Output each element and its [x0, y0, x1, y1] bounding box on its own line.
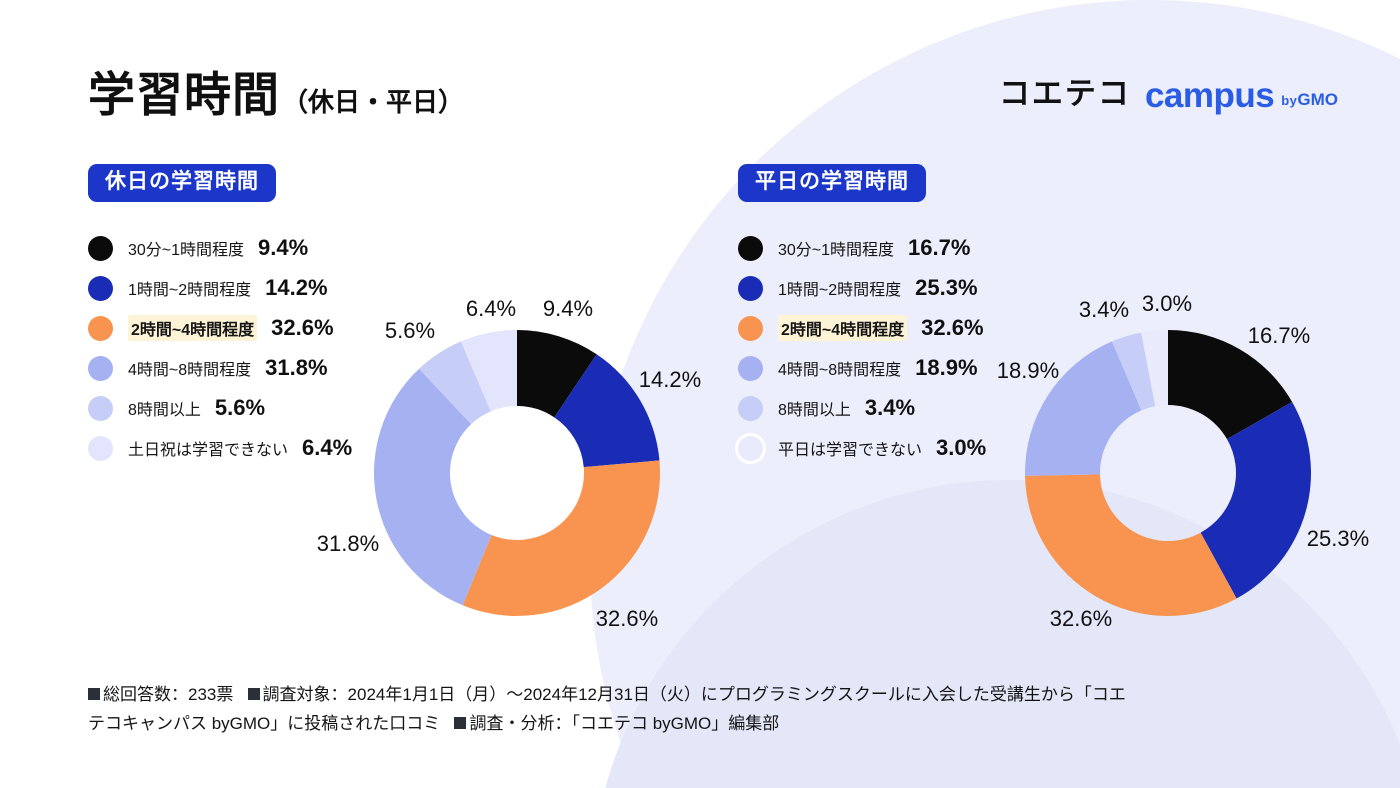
donut-slice-label: 14.2% [639, 367, 701, 392]
legend-value: 31.8% [265, 355, 328, 381]
logo-by-text: by [1281, 93, 1298, 108]
panel-holiday-badge: 休日の学習時間 [88, 164, 276, 203]
legend-color-swatch [738, 275, 763, 301]
legend-row[interactable]: 8時間以上 5.6% [88, 388, 352, 428]
footnote-reviews: テコキャンパス byGMO」に投稿された口コミ [88, 714, 441, 734]
legend-value: 9.4% [258, 235, 309, 261]
logo-katakana: コエテコ [998, 76, 1131, 111]
legend-label: 8時間以上 [778, 402, 851, 420]
legend-color-swatch [738, 355, 763, 381]
legend-color-swatch [738, 235, 763, 261]
legend-value: 32.6% [921, 315, 984, 341]
legend-row[interactable]: 4時間~8時間程度 31.8% [88, 348, 352, 388]
legend-color-swatch [88, 355, 113, 381]
square-bullet-icon [88, 688, 100, 700]
legend-value: 3.4% [864, 395, 916, 421]
donut-slice[interactable] [517, 330, 597, 418]
page-title-sub: （休日・平日） [282, 87, 465, 117]
legend-color-swatch [738, 435, 763, 461]
legend-value: 3.0% [936, 435, 987, 461]
legend-label: 30分~1時間程度 [778, 242, 895, 260]
donut-slice-label: 32.6% [596, 606, 658, 631]
donut-slice[interactable] [461, 330, 517, 412]
legend-row[interactable]: 4時間~8時間程度 18.9% [738, 348, 986, 388]
weekday-donut: 16.7% 25.3% 32.6% 18.9% 3.4% 3.0% [997, 291, 1369, 631]
logo-bygmo: byGMO [1281, 90, 1338, 110]
legend-row[interactable]: 平日は学習できない 3.0% [738, 428, 986, 468]
legend-label: 平日は学習できない [778, 442, 923, 460]
footnote-line-2: テコキャンパス byGMO」に投稿された口コミ 調査・分析：「コエテコ byGM… [88, 709, 1316, 738]
legend-label: 2時間~4時間程度 [128, 315, 258, 342]
legend-weekday: 30分~1時間程度 16.7% 1時間~2時間程度 25.3% 2時間~4時間程度 32.… [738, 228, 986, 468]
donut-slice-label: 31.8% [317, 531, 379, 556]
footnote-total-responses: 総回答数：233票 [103, 685, 234, 704]
legend-value: 18.9% [915, 355, 978, 381]
page-title: 学習時間 （休日・平日） [88, 56, 464, 125]
legend-row[interactable]: 1時間~2時間程度 14.2% [88, 268, 352, 308]
donut-slice-label: 25.3% [1307, 526, 1369, 551]
donut-slice-label: 16.7% [1248, 323, 1310, 348]
donut-slice[interactable] [462, 460, 660, 616]
square-bullet-icon [454, 717, 467, 730]
legend-label: 1時間~2時間程度 [778, 282, 902, 300]
legend-holiday: 30分~1時間程度 9.4% 1時間~2時間程度 14.2% 2時間~4時間程度 32.6… [88, 228, 352, 468]
legend-row[interactable]: 土日祝は学習できない 6.4% [88, 428, 352, 468]
legend-label: 1時間~2時間程度 [128, 282, 252, 300]
legend-row[interactable]: 1時間~2時間程度 25.3% [738, 268, 986, 308]
legend-label: 4時間~8時間程度 [778, 362, 902, 380]
logo-gmo-text: GMO [1297, 90, 1338, 109]
panel-weekday-badge: 平日の学習時間 [738, 164, 926, 203]
legend-row[interactable]: 2時間~4時間程度 32.6% [738, 308, 986, 348]
donut-slice-label: 3.4% [1079, 297, 1129, 322]
legend-value: 32.6% [271, 315, 334, 341]
donut-slice[interactable] [374, 368, 492, 606]
donut-slice-label: 32.6% [1050, 606, 1112, 631]
legend-value: 16.7% [908, 235, 971, 261]
legend-value: 25.3% [915, 275, 978, 301]
holiday-donut: 9.4% 14.2% 32.6% 31.8% 5.6% 6.4% [317, 296, 701, 631]
legend-label: 4時間~8時間程度 [128, 362, 252, 380]
donut-slice-label: 6.4% [466, 296, 516, 321]
legend-row[interactable]: 2時間~4時間程度 32.6% [88, 308, 352, 348]
logo-campus: campus [1144, 76, 1275, 115]
donut-slice-label: 9.4% [543, 296, 593, 321]
legend-label: 8時間以上 [128, 402, 201, 420]
panel-weekday: 平日の学習時間 30分~1時間程度 16.7% 1時間~2時間程度 25.3% 2時間~… [738, 164, 986, 468]
legend-row[interactable]: 8時間以上 3.4% [738, 388, 986, 428]
donut-slice[interactable] [1025, 474, 1237, 616]
legend-value: 6.4% [302, 435, 353, 461]
legend-color-swatch [88, 395, 113, 421]
footnote-line-1: 総回答数：233票 調査対象：2024年1月1日（月）〜2024年12月31日（… [88, 680, 1316, 709]
donut-slice-label: 18.9% [997, 358, 1059, 383]
footnote-analysis: 調査・分析：「コエテコ byGMO」編集部 [469, 714, 780, 734]
legend-color-swatch [88, 435, 113, 461]
legend-row[interactable]: 30分~1時間程度 16.7% [738, 228, 986, 268]
legend-color-swatch [88, 275, 113, 301]
square-bullet-icon [247, 688, 260, 700]
legend-color-swatch [88, 235, 113, 261]
donut-slice[interactable] [419, 341, 491, 425]
donut-slice-label: 3.0% [1142, 291, 1192, 316]
legend-label: 土日祝は学習できない [128, 442, 289, 460]
legend-label: 30分~1時間程度 [128, 242, 245, 260]
legend-label: 2時間~4時間程度 [778, 315, 908, 342]
legend-color-swatch [738, 395, 763, 421]
brand-logo: コエテコ campus byGMO [999, 68, 1338, 113]
legend-color-swatch [738, 315, 763, 341]
legend-value: 14.2% [265, 275, 328, 301]
panel-holiday: 休日の学習時間 30分~1時間程度 9.4% 1時間~2時間程度 14.2% 2時間~4… [88, 164, 352, 468]
footnote-survey-target: 調査対象：2024年1月1日（月）〜2024年12月31日（火）にプログラミング… [262, 685, 1126, 704]
page-title-main: 学習時間 [88, 68, 280, 121]
legend-value: 5.6% [214, 395, 266, 421]
legend-color-swatch [88, 315, 113, 341]
donut-slice-label: 5.6% [385, 318, 435, 343]
footnote: 総回答数：233票 調査対象：2024年1月1日（月）〜2024年12月31日（… [88, 680, 1316, 738]
legend-row[interactable]: 30分~1時間程度 9.4% [88, 228, 352, 268]
